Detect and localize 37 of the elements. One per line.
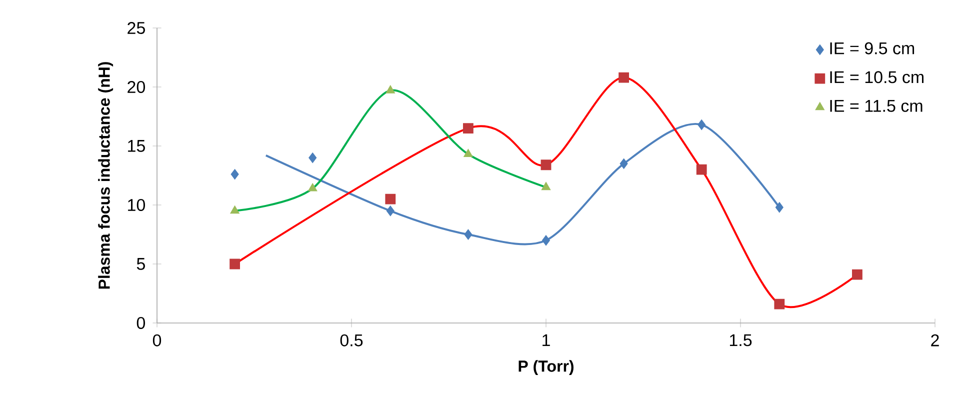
legend-label: IE = 11.5 cm (830, 100, 922, 112)
x-tick-label: 2 (931, 334, 939, 346)
point (308, 152, 317, 163)
y-tick-label: 0 (136, 316, 146, 329)
x-tick-label: 1.5 (730, 334, 752, 346)
legend-label: IE = 9.5 cm (830, 42, 914, 54)
point (541, 182, 551, 190)
y-tick-label: 20 (128, 80, 145, 93)
y-tick-label: 5 (136, 258, 145, 270)
point (620, 158, 628, 169)
y-tick-label: 15 (128, 140, 145, 152)
y-tick-label: 25 (128, 22, 145, 34)
point (464, 229, 472, 240)
point (698, 120, 706, 130)
point (386, 85, 395, 94)
point (696, 164, 707, 175)
point (230, 258, 240, 270)
point (464, 149, 473, 158)
point (386, 206, 394, 216)
x-tick-label: 0.5 (340, 334, 363, 346)
x-tick-label: 1 (542, 334, 550, 346)
point (385, 194, 396, 204)
point (774, 298, 785, 310)
x-axis-title: P (Torr) (518, 360, 574, 376)
point (230, 206, 240, 214)
point (618, 72, 630, 83)
point (308, 183, 318, 192)
point (540, 160, 552, 170)
x-tick-label: 0 (152, 334, 162, 346)
point (852, 269, 862, 280)
y-axis-title: Plasma focus inductance (nH) (98, 62, 114, 289)
legend-label: IE = 10.5 cm (830, 71, 924, 84)
y-tick-label: 10 (128, 198, 145, 211)
point (463, 123, 474, 134)
point (230, 169, 239, 180)
point (542, 235, 550, 246)
point (775, 202, 784, 213)
